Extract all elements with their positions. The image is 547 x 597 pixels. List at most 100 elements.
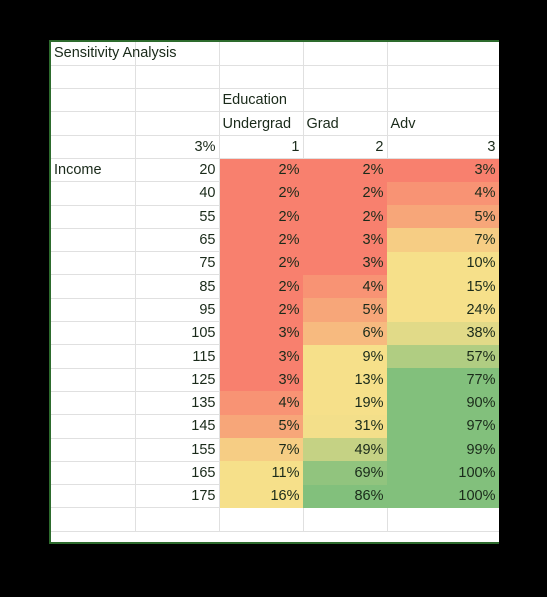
rate-cell[interactable]: 3% bbox=[135, 135, 220, 159]
sheet-title[interactable]: Sensitivity Analysis bbox=[51, 42, 177, 66]
col-name-adv[interactable]: Adv bbox=[387, 111, 499, 136]
income-value[interactable]: 175 bbox=[135, 484, 220, 509]
cell[interactable] bbox=[51, 391, 136, 416]
value-cell-grad[interactable]: 2% bbox=[303, 158, 387, 182]
value-cell-grad[interactable]: 86% bbox=[303, 484, 387, 508]
value-cell-adv[interactable]: 3% bbox=[387, 158, 499, 182]
education-label[interactable]: Education bbox=[219, 88, 304, 113]
income-value[interactable]: 155 bbox=[135, 438, 220, 462]
value-cell-undergrad[interactable]: 11% bbox=[219, 461, 303, 485]
cell[interactable] bbox=[219, 507, 304, 532]
cell[interactable] bbox=[135, 65, 220, 90]
income-value[interactable]: 95 bbox=[135, 298, 220, 323]
cell[interactable] bbox=[51, 205, 136, 229]
value-cell-adv[interactable]: 77% bbox=[387, 368, 499, 392]
value-cell-undergrad[interactable]: 2% bbox=[219, 158, 303, 182]
cell[interactable] bbox=[387, 507, 499, 532]
value-cell-undergrad[interactable]: 2% bbox=[219, 251, 303, 275]
cell[interactable] bbox=[387, 42, 499, 66]
value-cell-grad[interactable]: 31% bbox=[303, 414, 387, 439]
col-code-2[interactable]: 2 bbox=[303, 135, 388, 159]
cell[interactable] bbox=[135, 42, 220, 66]
value-cell-grad[interactable]: 3% bbox=[303, 228, 387, 252]
value-cell-undergrad[interactable]: 7% bbox=[219, 438, 303, 462]
income-value[interactable]: 165 bbox=[135, 461, 220, 486]
value-cell-undergrad[interactable]: 2% bbox=[219, 181, 303, 206]
value-cell-undergrad[interactable]: 2% bbox=[219, 228, 303, 252]
cell[interactable] bbox=[51, 484, 136, 509]
income-value[interactable]: 20 bbox=[135, 158, 220, 183]
cell[interactable] bbox=[51, 368, 136, 392]
value-cell-undergrad[interactable]: 4% bbox=[219, 391, 303, 415]
cell[interactable] bbox=[51, 298, 136, 323]
cell[interactable] bbox=[51, 65, 136, 90]
cell[interactable] bbox=[51, 321, 136, 346]
value-cell-grad[interactable]: 4% bbox=[303, 274, 387, 299]
cell[interactable] bbox=[51, 88, 136, 113]
value-cell-undergrad[interactable]: 2% bbox=[219, 298, 303, 322]
income-value[interactable]: 55 bbox=[135, 205, 220, 229]
value-cell-adv[interactable]: 4% bbox=[387, 181, 499, 206]
cell[interactable] bbox=[51, 507, 136, 532]
value-cell-undergrad[interactable]: 5% bbox=[219, 414, 303, 439]
cell[interactable] bbox=[387, 88, 499, 113]
cell[interactable] bbox=[303, 507, 388, 532]
cell[interactable] bbox=[135, 111, 220, 136]
value-cell-grad[interactable]: 3% bbox=[303, 251, 387, 275]
income-value[interactable]: 145 bbox=[135, 414, 220, 439]
cell[interactable] bbox=[135, 507, 220, 532]
cell[interactable] bbox=[51, 344, 136, 369]
cell[interactable] bbox=[51, 111, 136, 136]
value-cell-grad[interactable]: 9% bbox=[303, 344, 387, 369]
value-cell-grad[interactable]: 13% bbox=[303, 368, 387, 392]
income-value[interactable]: 65 bbox=[135, 228, 220, 253]
income-value[interactable]: 40 bbox=[135, 181, 220, 206]
value-cell-undergrad[interactable]: 3% bbox=[219, 321, 303, 345]
value-cell-adv[interactable]: 5% bbox=[387, 205, 499, 229]
income-value[interactable]: 105 bbox=[135, 321, 220, 346]
value-cell-grad[interactable]: 19% bbox=[303, 391, 387, 415]
value-cell-adv[interactable]: 7% bbox=[387, 228, 499, 252]
cell[interactable] bbox=[303, 42, 388, 66]
col-name-grad[interactable]: Grad bbox=[303, 111, 388, 136]
value-cell-undergrad[interactable]: 2% bbox=[219, 205, 303, 229]
col-code-3[interactable]: 3 bbox=[387, 135, 499, 159]
income-value[interactable]: 115 bbox=[135, 344, 220, 369]
cell[interactable] bbox=[51, 274, 136, 299]
value-cell-grad[interactable]: 49% bbox=[303, 438, 387, 462]
cell[interactable] bbox=[51, 414, 136, 439]
income-value[interactable]: 135 bbox=[135, 391, 220, 416]
value-cell-grad[interactable]: 69% bbox=[303, 461, 387, 485]
cell[interactable] bbox=[51, 461, 136, 486]
income-value[interactable]: 75 bbox=[135, 251, 220, 276]
value-cell-undergrad[interactable]: 3% bbox=[219, 344, 303, 369]
value-cell-undergrad[interactable]: 2% bbox=[219, 274, 303, 299]
col-code-1[interactable]: 1 bbox=[219, 135, 304, 159]
cell[interactable] bbox=[303, 88, 388, 113]
value-cell-grad[interactable]: 2% bbox=[303, 181, 387, 206]
income-value[interactable]: 125 bbox=[135, 368, 220, 392]
value-cell-undergrad[interactable]: 3% bbox=[219, 368, 303, 392]
cell[interactable] bbox=[51, 438, 136, 462]
cell[interactable] bbox=[135, 88, 220, 113]
cell[interactable] bbox=[387, 65, 499, 90]
value-cell-adv[interactable]: 97% bbox=[387, 414, 499, 439]
value-cell-adv[interactable]: 57% bbox=[387, 344, 499, 369]
value-cell-adv[interactable]: 99% bbox=[387, 438, 499, 462]
cell[interactable] bbox=[51, 228, 136, 253]
cell[interactable] bbox=[219, 42, 304, 66]
income-label[interactable]: Income bbox=[51, 158, 136, 183]
value-cell-grad[interactable]: 2% bbox=[303, 205, 387, 229]
cell[interactable] bbox=[51, 251, 136, 276]
col-name-undergrad[interactable]: Undergrad bbox=[219, 111, 304, 136]
income-value[interactable]: 85 bbox=[135, 274, 220, 299]
value-cell-grad[interactable]: 6% bbox=[303, 321, 387, 345]
value-cell-adv[interactable]: 15% bbox=[387, 274, 499, 299]
value-cell-adv[interactable]: 24% bbox=[387, 298, 499, 322]
cell[interactable] bbox=[51, 181, 136, 206]
cell[interactable] bbox=[303, 65, 388, 90]
value-cell-adv[interactable]: 10% bbox=[387, 251, 499, 275]
value-cell-undergrad[interactable]: 16% bbox=[219, 484, 303, 508]
value-cell-adv[interactable]: 100% bbox=[387, 484, 499, 508]
cell[interactable] bbox=[51, 135, 136, 159]
